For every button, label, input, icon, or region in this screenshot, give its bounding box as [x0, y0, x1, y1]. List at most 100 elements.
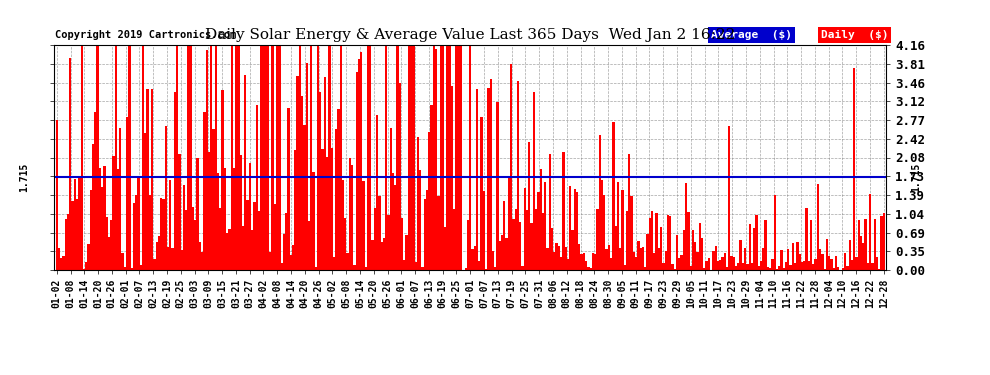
Bar [692, 230, 694, 270]
Bar [147, 88, 148, 270]
Bar [753, 228, 755, 270]
Bar [326, 157, 329, 270]
Bar [835, 256, 838, 270]
Bar [308, 221, 310, 270]
Bar [755, 214, 757, 270]
Bar [780, 250, 783, 270]
Bar [448, 45, 450, 270]
Bar [487, 88, 490, 270]
Bar [271, 45, 273, 270]
Bar [213, 129, 215, 270]
Bar [124, 267, 126, 270]
Bar [346, 253, 348, 270]
Bar [176, 45, 178, 270]
Bar [94, 112, 96, 270]
Bar [119, 128, 122, 270]
Bar [494, 267, 496, 270]
Bar [435, 49, 438, 270]
Bar [785, 262, 787, 270]
Bar [467, 220, 469, 270]
Bar [642, 248, 644, 270]
Bar [573, 189, 576, 270]
Bar [103, 166, 106, 270]
Bar [290, 255, 292, 270]
Bar [283, 234, 285, 270]
Bar [728, 126, 731, 270]
Bar [715, 246, 717, 270]
Bar [550, 228, 553, 270]
Bar [760, 261, 762, 270]
Bar [129, 45, 131, 270]
Bar [192, 207, 194, 270]
Bar [546, 248, 548, 270]
Bar [203, 112, 206, 270]
Bar [342, 180, 345, 270]
Bar [480, 117, 483, 270]
Bar [162, 199, 164, 270]
Bar [126, 117, 129, 270]
Bar [557, 246, 560, 270]
Bar [810, 220, 812, 270]
Bar [424, 200, 426, 270]
Text: 1.715: 1.715 [19, 162, 29, 192]
Bar [453, 209, 455, 270]
Bar [231, 45, 233, 270]
Bar [869, 194, 871, 270]
Bar [664, 252, 667, 270]
Bar [60, 258, 62, 270]
Bar [524, 188, 526, 270]
Bar [276, 45, 278, 270]
Bar [767, 267, 769, 270]
Bar [833, 268, 835, 270]
Bar [515, 209, 517, 270]
Bar [740, 240, 742, 270]
Bar [240, 155, 242, 270]
Bar [512, 219, 515, 270]
Bar [64, 219, 67, 270]
Bar [306, 63, 308, 270]
Bar [367, 45, 369, 270]
Bar [106, 217, 108, 270]
Bar [296, 76, 299, 270]
Bar [580, 254, 583, 270]
Bar [712, 251, 715, 270]
Bar [148, 195, 151, 270]
Bar [90, 190, 92, 270]
Bar [338, 109, 340, 270]
Bar [771, 260, 773, 270]
Bar [183, 185, 185, 270]
Bar [696, 252, 699, 270]
Bar [603, 195, 606, 270]
Bar [373, 208, 376, 270]
Bar [153, 259, 155, 270]
Bar [624, 265, 626, 270]
Bar [538, 192, 540, 270]
Bar [415, 262, 417, 270]
Bar [69, 58, 71, 270]
Bar [394, 185, 396, 270]
Bar [883, 213, 885, 270]
Bar [508, 177, 510, 270]
Bar [429, 132, 431, 270]
Bar [62, 256, 64, 270]
Bar [850, 260, 853, 270]
Bar [594, 254, 596, 270]
Bar [210, 45, 213, 270]
Bar [638, 241, 640, 270]
Bar [569, 186, 571, 270]
Bar [74, 179, 76, 270]
Bar [108, 237, 110, 270]
Bar [371, 240, 373, 270]
Bar [285, 213, 287, 270]
Bar [631, 196, 633, 270]
Bar [155, 243, 157, 270]
Bar [310, 45, 312, 270]
Bar [57, 248, 60, 270]
Bar [353, 265, 355, 270]
Bar [315, 267, 317, 270]
Bar [544, 182, 546, 270]
Bar [450, 86, 453, 270]
Bar [157, 236, 160, 270]
Bar [629, 154, 631, 270]
Bar [478, 261, 480, 270]
